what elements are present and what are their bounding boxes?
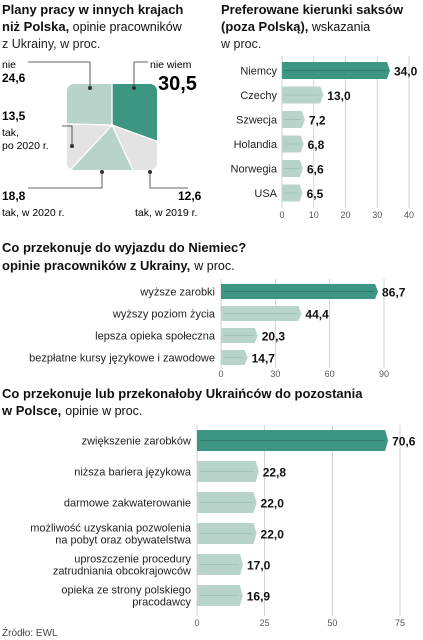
value-label: 16,9: [247, 590, 271, 604]
category-label: niższa bariera językowa: [74, 467, 192, 479]
category-label: opieka ze strony polskiego: [61, 585, 191, 597]
pie-value-2020: 18,8: [2, 189, 26, 203]
category-label: Szwecja: [236, 115, 278, 127]
source-note: Źródło: EWL: [2, 626, 58, 639]
pie-label-po2020-b: po 2020 r.: [2, 140, 49, 152]
pie-slice-1: [110, 123, 157, 170]
tick-label: 20: [340, 210, 350, 220]
poland-panel: Co przekonuje lub przekonałoby Ukraińców…: [1, 386, 416, 628]
category-label: możliwość uzyskania pozwolenia: [30, 523, 192, 535]
pie-title-line1: Plany pracy w innych krajach: [2, 2, 183, 17]
germany-bar-chart: 0 30 60 90 86,7 wyższe zarobki 44,4 wyższy pozi…: [29, 279, 406, 379]
tick-label: 40: [404, 210, 414, 220]
pie-value-niewiem: 30,5: [158, 73, 197, 95]
category-label: uproszczenie procedury: [74, 554, 191, 566]
pie-slice-0: [111, 84, 157, 170]
category-label: Norwegia: [231, 164, 278, 176]
tick-label: 60: [325, 369, 335, 379]
category-label: darmowe zakwaterowanie: [64, 498, 191, 510]
category-label: Czechy: [240, 90, 277, 102]
countries-subtitle: w proc.: [220, 37, 261, 51]
tick-label: 90: [379, 369, 389, 379]
value-label: 34,0: [394, 65, 418, 79]
value-label: 17,0: [247, 559, 271, 573]
pie-label-po2020-a: tak,: [2, 127, 19, 139]
pie-value-2019: 12,6: [178, 189, 202, 203]
tick-label: 0: [279, 210, 284, 220]
value-label: 13,0: [327, 89, 351, 103]
poland-bar-chart: 0 25 50 75 70,6 zwiększenie zarobków 22,8 niższ…: [30, 425, 416, 628]
tick-label: 25: [260, 618, 270, 628]
category-label: lepsza opieka społeczna: [95, 331, 216, 343]
category-label: zatrudniania obcokrajowców: [53, 566, 191, 578]
category-label: wyższe zarobki: [139, 287, 215, 299]
countries-title-line2: (poza Polską), wskazania: [221, 19, 370, 34]
value-label: 6,6: [307, 163, 324, 177]
category-label: wyższy poziom życia: [112, 309, 216, 321]
value-label: 70,6: [392, 435, 416, 449]
leader-niewiem: [133, 61, 148, 88]
leader-dots: [70, 86, 152, 174]
value-label: 86,7: [382, 286, 406, 300]
germany-title: Co przekonuje do wyjazdu do Niemiec?: [2, 240, 246, 255]
value-label: 14,7: [252, 352, 276, 366]
tick-label: 50: [327, 618, 337, 628]
value-label: 22,8: [263, 466, 287, 480]
poland-title-line1: Co przekonuje lub przekonałoby Ukraińców…: [2, 386, 363, 401]
tick-label: 75: [395, 618, 405, 628]
value-label: 6,5: [307, 187, 324, 201]
tick-label: 30: [372, 210, 382, 220]
category-label: Niemcy: [240, 66, 277, 78]
tick-label: 0: [218, 369, 223, 379]
leader-2019: [149, 172, 188, 189]
pie-slice-4: [67, 84, 113, 126]
pie-slice-3: [67, 120, 114, 170]
pie-value-po2020: 13,5: [2, 109, 26, 123]
pie-subtitle: z Ukrainy, w proc.: [2, 37, 100, 51]
category-label: zwiększenie zarobków: [82, 436, 191, 448]
pie-label-nie: nie: [2, 59, 16, 71]
tick-label: 0: [194, 618, 199, 628]
category-label: pracodawcy: [132, 597, 191, 609]
pie-label-niewiem: nie wiem: [150, 59, 192, 71]
value-label: 22,0: [261, 528, 285, 542]
pie-label-2020: tak, w 2020 r.: [2, 207, 64, 219]
category-label: Holandia: [234, 139, 278, 151]
poland-title-line2: w Polsce, opinie w proc.: [1, 403, 142, 418]
pie-value-nie: 24,6: [2, 71, 26, 85]
pie-title-line2: niż Polska, opinie pracowników: [2, 19, 183, 34]
germany-panel: Co przekonuje do wyjazdu do Niemiec? opi…: [2, 240, 406, 379]
value-label: 20,3: [262, 330, 286, 344]
leader-2020: [28, 172, 103, 189]
countries-title-line1: Preferowane kierunki saksów: [221, 2, 404, 17]
germany-subtitle: opinie pracowników z Ukrainy, w proc.: [2, 258, 235, 273]
pie-chart: [67, 84, 157, 170]
pie-panel: Plany pracy w innych krajach niż Polska,…: [2, 2, 202, 219]
category-label: na pobyt oraz obywatelstwa: [55, 535, 192, 547]
value-label: 7,2: [309, 114, 326, 128]
category-label: USA: [254, 188, 277, 200]
tick-label: 30: [270, 369, 280, 379]
tick-label: 10: [309, 210, 319, 220]
value-label: 44,4: [305, 308, 329, 322]
category-label: bezpłatne kursy językowe i zawodowe: [29, 353, 215, 365]
countries-bar-chart: 0 10 20 30 40 34,0 Niemcy 13,0 Czechy 7,2 Szwecja 6…: [231, 56, 418, 220]
countries-panel: Preferowane kierunki saksów (poza Polską…: [220, 2, 418, 220]
leader-po2020: [62, 125, 73, 146]
value-label: 22,0: [261, 497, 285, 511]
pie-label-2019: tak, w 2019 r.: [135, 207, 197, 219]
value-label: 6,8: [308, 138, 325, 152]
leader-nie: [28, 61, 91, 88]
pie-leaders: [28, 61, 188, 189]
